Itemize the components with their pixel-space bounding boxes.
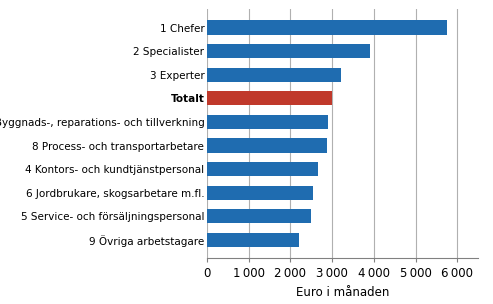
Bar <box>207 233 299 247</box>
Bar <box>207 115 328 129</box>
Bar <box>207 68 341 82</box>
Bar <box>207 20 447 35</box>
Bar <box>207 91 332 105</box>
Bar <box>207 186 313 200</box>
Bar <box>207 44 370 58</box>
Bar <box>207 162 317 176</box>
Bar <box>207 209 311 223</box>
X-axis label: Euro i månaden: Euro i månaden <box>296 286 389 299</box>
Bar <box>207 139 327 153</box>
